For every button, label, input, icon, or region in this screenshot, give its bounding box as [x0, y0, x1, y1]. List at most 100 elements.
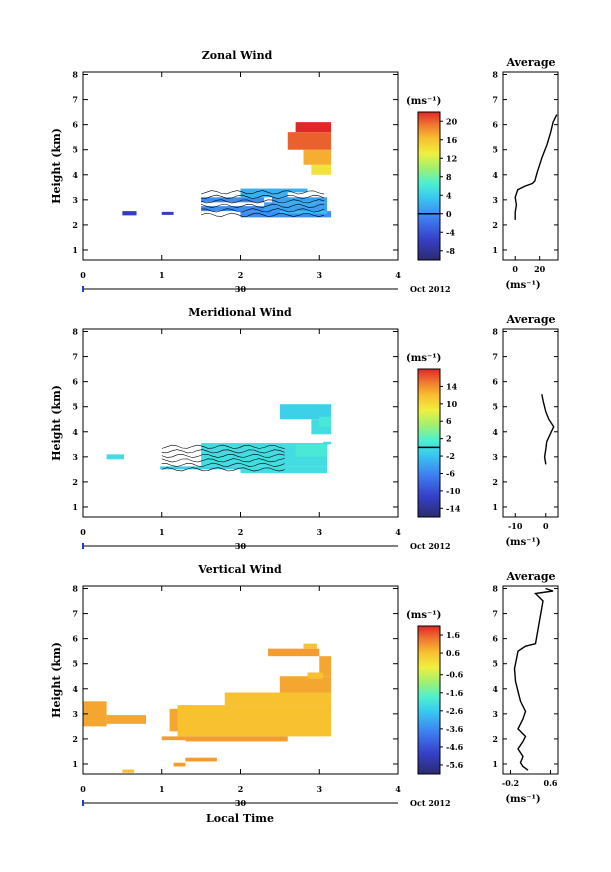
y-tick-label: 6	[72, 377, 78, 387]
average-y-tick-label: 4	[492, 684, 498, 694]
contour-line	[161, 462, 285, 467]
heatmap-cell	[279, 676, 332, 693]
panel-meridional: Meridional Wind 1 2 3 4 5 6 7 8 0 1 2 3 4 Height (km…	[50, 306, 559, 551]
colorbar: (ms⁻¹) 1.6 0.6 -0.6 -1.6 -2.6 -3.6 -4.6 -5.6	[406, 610, 464, 775]
average-y-tick-label: 8	[492, 584, 498, 594]
plot-frame	[82, 71, 399, 261]
average-y-tick-label: 8	[492, 70, 498, 80]
average-y-tick-label: 5	[492, 402, 498, 412]
colorbar-bar	[417, 625, 441, 775]
contour-line	[161, 458, 285, 463]
average-y-tick-label: 3	[492, 195, 498, 205]
date-day-label: 30	[235, 284, 247, 294]
colorbar-tick-label: -1.6	[446, 688, 464, 698]
average-profile: 1 2 3 4 5 6 7 8 -10 0(ms⁻¹)	[492, 327, 559, 548]
y-tick-label: 3	[72, 709, 78, 719]
date-month-label: Oct 2012	[410, 541, 451, 551]
heatmap-cell	[275, 201, 316, 207]
y-tick-label: 2	[72, 220, 78, 230]
heatmap-cell	[201, 197, 265, 203]
contour-line	[201, 203, 325, 208]
panel-title: Zonal Wind	[202, 49, 273, 62]
colorbar-tick-label: -14	[446, 503, 461, 513]
heatmap-cell	[185, 736, 288, 742]
colorbar: (ms⁻¹) -8 -4 0 4 8 12 16 20	[406, 96, 458, 261]
average-y-tick-label: 1	[492, 245, 498, 255]
colorbar-tick-label: 1.6	[446, 630, 460, 640]
average-x-tick-label: 0.6	[544, 778, 558, 788]
heatmap-cell	[319, 416, 332, 427]
average-line	[514, 114, 558, 220]
y-axis-label: Height (km)	[50, 385, 63, 461]
y-axis-label: Height (km)	[50, 642, 63, 718]
y-tick-label: 1	[72, 759, 78, 769]
x-tick-label: 1	[159, 527, 165, 537]
x-tick-label: 4	[395, 270, 401, 280]
contour-line	[201, 208, 325, 213]
x-tick-label: 2	[238, 527, 244, 537]
y-tick-label: 4	[72, 684, 78, 694]
colorbar-unit: (ms⁻¹)	[406, 96, 441, 107]
heatmap-cells	[83, 643, 332, 773]
heatmap-cell	[83, 701, 107, 727]
average-x-tick-label: -0.2	[502, 778, 519, 788]
heatmap-cell	[240, 188, 288, 198]
plot-axes: 1 2 3 4 5 6 7 8 0 1 2 3 4	[72, 70, 401, 280]
colorbar-tick-label: -8	[446, 246, 455, 256]
average-x-tick-label: 0	[512, 264, 518, 274]
y-tick-label: 2	[72, 477, 78, 487]
colorbar-tick-label: -10	[446, 486, 461, 496]
average-y-tick-label: 5	[492, 145, 498, 155]
y-tick-label: 8	[72, 584, 78, 594]
contour-line	[200, 199, 325, 204]
average-y-tick-label: 4	[492, 427, 498, 437]
average-y-tick-label: 3	[492, 452, 498, 462]
heatmap-cell	[279, 404, 332, 420]
y-tick-label: 7	[72, 352, 78, 362]
contour-line	[161, 449, 285, 454]
average-y-tick-label: 2	[492, 220, 498, 230]
heatmap-cell	[303, 149, 332, 165]
x-tick-label: 3	[316, 527, 322, 537]
colorbar-unit: (ms⁻¹)	[406, 353, 441, 364]
heatmap-cell	[295, 444, 328, 457]
heatmap-cell	[161, 736, 186, 741]
colorbar-tick-label: 6	[446, 416, 452, 426]
average-y-tick-label: 7	[492, 609, 498, 619]
average-line	[513, 587, 554, 771]
average-x-unit: (ms⁻¹)	[505, 537, 540, 548]
y-tick-label: 5	[72, 659, 78, 669]
average-frame	[502, 71, 559, 261]
y-tick-label: 2	[72, 734, 78, 744]
date-day-label: 30	[235, 541, 247, 551]
x-tick-label: 4	[395, 527, 401, 537]
contour-line	[161, 444, 285, 449]
contour-line	[201, 194, 325, 199]
colorbar-tick-label: 12	[446, 153, 457, 163]
average-y-tick-label: 1	[492, 759, 498, 769]
x-tick-label: 1	[159, 270, 165, 280]
plot-axes: 1 2 3 4 5 6 7 8 0 1 2 3 4	[72, 327, 401, 537]
colorbar-tick-label: -2	[446, 451, 455, 461]
average-x-tick-label: 20	[534, 264, 546, 274]
colorbar-tick-label: 10	[446, 399, 458, 409]
y-tick-label: 1	[72, 245, 78, 255]
x-tick-label: 0	[80, 270, 86, 280]
x-tick-label: 4	[395, 784, 401, 794]
colorbar-tick-label: 2	[446, 434, 452, 444]
date-month-label: Oct 2012	[410, 284, 451, 294]
average-title: Average	[505, 313, 555, 326]
plot-axes: 1 2 3 4 5 6 7 8 0 1 2 3 4	[72, 584, 401, 794]
plot-frame	[82, 585, 399, 775]
colorbar-tick-label: -6	[446, 468, 455, 478]
heatmap-cell	[311, 164, 332, 175]
average-x-unit: (ms⁻¹)	[505, 280, 540, 291]
heatmap-cell	[122, 769, 135, 773]
heatmap-cell	[319, 656, 332, 677]
heatmap-cells	[122, 122, 332, 218]
colorbar-tick-label: 4	[446, 190, 452, 200]
colorbar-tick-label: 8	[446, 172, 452, 182]
y-tick-label: 3	[72, 452, 78, 462]
